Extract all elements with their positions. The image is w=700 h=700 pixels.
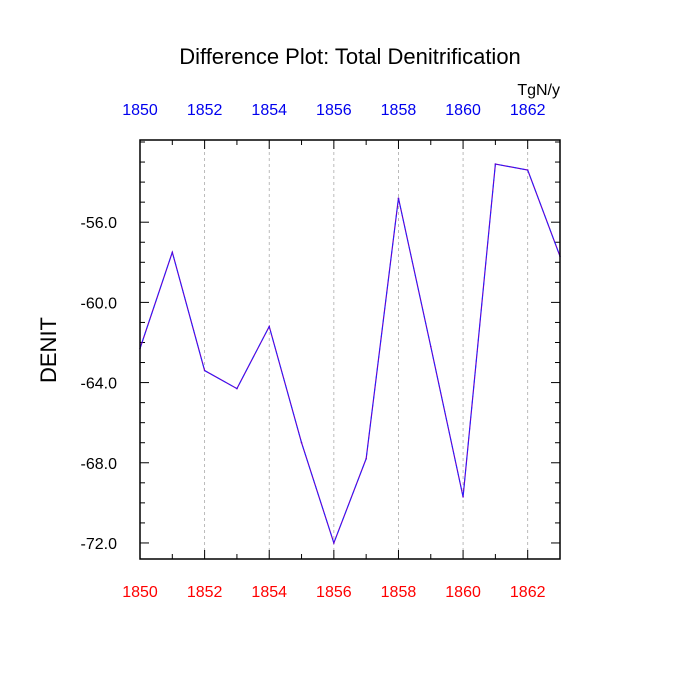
x-tick-label-bottom-1858: 1858 (381, 584, 417, 601)
y-tick-label-0: -72.0 (81, 536, 118, 553)
data-point-1859 (429, 345, 432, 348)
x-tick-label-bottom-1854: 1854 (251, 584, 287, 601)
data-point-1862 (526, 169, 529, 171)
x-tick-label-top-1852: 1852 (187, 102, 223, 119)
x-tick-label-bottom-1852: 1852 (187, 584, 223, 601)
x-tick-label-bottom-1860: 1860 (445, 584, 481, 601)
x-tick-label-bottom-1856: 1856 (316, 584, 352, 601)
x-tick-label-top-1856: 1856 (316, 102, 352, 119)
data-point-1856 (333, 542, 335, 544)
data-point-1851 (171, 251, 174, 254)
axis-ticks (139, 140, 561, 559)
y-axis-label: DENIT (36, 317, 61, 383)
x-tick-label-top-1858: 1858 (381, 102, 417, 119)
data-point-1853 (236, 387, 238, 390)
series-layer (139, 163, 561, 545)
series-line-dash-0 (139, 163, 561, 545)
y-tick-label-4: -56.0 (81, 215, 118, 232)
x-tick-label-top-1860: 1860 (445, 102, 481, 119)
data-point-1860 (462, 496, 464, 498)
y-tick-label-3: -60.0 (81, 295, 118, 312)
series-line-0 (139, 163, 561, 545)
data-point-1861 (494, 163, 497, 165)
grid-lines (204, 140, 529, 559)
x-tick-label-bottom-1862: 1862 (510, 584, 546, 601)
y-tick-label-2: -64.0 (81, 376, 118, 393)
plot-frame (139, 139, 561, 560)
data-point-1854 (268, 325, 271, 328)
data-point-1857 (365, 457, 367, 460)
tick-labels: 1850 1850 1852 1852 1854 1854 1856 1856 1858 1858… (81, 102, 546, 601)
x-tick-label-bottom-1850: 1850 (122, 584, 158, 601)
data-point-1852 (203, 369, 206, 372)
y-tick-label-1: -68.0 (81, 456, 118, 473)
units-label: TgN/y (517, 82, 560, 99)
data-point-1858 (397, 197, 400, 199)
x-tick-label-top-1862: 1862 (510, 102, 546, 119)
data-point-1855 (300, 441, 303, 444)
x-tick-label-top-1850: 1850 (122, 102, 158, 119)
chart-title: Difference Plot: Total Denitrification (179, 44, 521, 69)
x-tick-label-top-1854: 1854 (251, 102, 287, 119)
